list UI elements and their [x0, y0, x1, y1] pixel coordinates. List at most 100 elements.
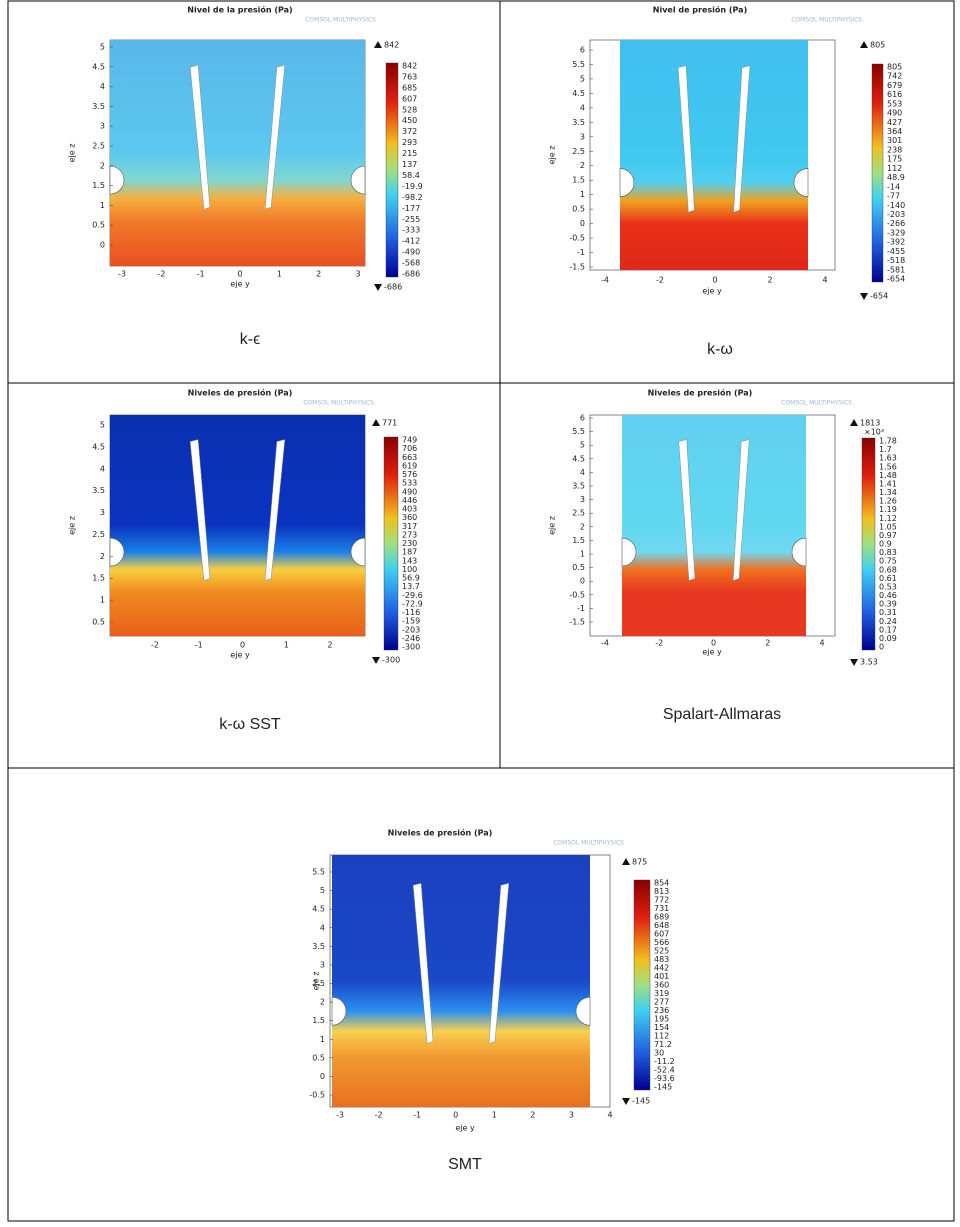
pressure-field	[110, 40, 365, 266]
y-tick-label: 4.5	[572, 89, 585, 98]
caption: SMT	[448, 1156, 482, 1173]
colorbar-label: 238	[887, 145, 902, 154]
colorbar-label: -77	[887, 192, 900, 201]
y-tick-label: 5.5	[572, 60, 585, 69]
min-value: -145	[632, 1097, 650, 1106]
colorbar-label: 112	[654, 1032, 669, 1041]
colorbar-label: -455	[887, 247, 905, 256]
colorbar-label: 619	[402, 461, 417, 470]
y-tick-label: 1	[100, 596, 105, 605]
blade	[733, 65, 751, 213]
colorbar-label: 490	[402, 487, 417, 496]
x-axis-label: eje y	[702, 287, 722, 296]
y-tick-label: 5	[100, 421, 105, 430]
blade	[678, 439, 696, 581]
colorbar-label: 230	[402, 539, 417, 548]
colorbar-label: 749	[402, 436, 417, 445]
colorbar-label: 1.48	[879, 471, 897, 480]
watermark: COMSOL MULTIPHYSICS	[305, 17, 376, 24]
y-tick-label: 0.5	[312, 1053, 325, 1062]
colorbar-label: 301	[887, 136, 902, 145]
colorbar	[633, 879, 651, 1091]
colorbar-label: -490	[402, 248, 420, 257]
colorbar-label: 490	[887, 109, 902, 118]
colorbar-label: 1.7	[879, 445, 892, 454]
colorbar-label: -392	[887, 238, 905, 247]
y-tick-label: 4	[580, 103, 585, 112]
colorbar-label: 483	[654, 955, 669, 964]
y-tick-label: -0.5	[569, 234, 585, 243]
x-tick-label: 2	[767, 276, 772, 285]
blade	[189, 439, 211, 581]
x-tick-label: 0	[711, 639, 716, 648]
colorbar-label: 1.12	[879, 514, 897, 523]
colorbar-label: 763	[402, 72, 417, 81]
y-tick-label: 3	[100, 508, 105, 517]
y-tick-label: 1.5	[92, 574, 105, 583]
y-tick-label: 2.5	[572, 509, 585, 518]
y-tick-label: 2	[320, 998, 325, 1007]
colorbar-label: -98.2	[402, 193, 423, 202]
colorbar	[871, 63, 884, 283]
colorbar-label: 525	[654, 947, 669, 956]
caption: k-ω	[707, 341, 733, 358]
x-axis-label: eje y	[455, 1124, 475, 1133]
max-value: 771	[382, 419, 397, 428]
colorbar-label: 360	[402, 513, 417, 522]
blade	[189, 64, 211, 210]
pressure-field	[110, 415, 365, 636]
colorbar-label: -140	[887, 201, 905, 210]
x-axis-label: eje y	[702, 648, 722, 657]
colorbar	[383, 436, 399, 651]
y-tick-label: 6	[580, 46, 585, 55]
y-tick-label: 5	[580, 74, 585, 83]
colorbar-label: 450	[402, 116, 417, 125]
y-tick-label: 0	[100, 241, 105, 250]
colorbar-label: 1.26	[879, 497, 897, 506]
watermark: COMSOL MULTIPHYSICS	[781, 400, 852, 407]
cylinder	[619, 168, 635, 197]
x-tick-label: -2	[655, 639, 663, 648]
colorbar-label: 0.17	[879, 625, 897, 634]
colorbar-label: 0.68	[879, 565, 897, 574]
colorbar-label: -246	[402, 634, 420, 643]
blade	[264, 64, 286, 210]
x-tick-label: -1	[195, 641, 203, 650]
watermark: COMSOL MULTIPHYSICS	[791, 17, 862, 24]
y-tick-label: 3.5	[572, 482, 585, 491]
colorbar-label: 1.19	[879, 505, 897, 514]
colorbar-label: 273	[402, 530, 417, 539]
colorbar-label: 13.7	[402, 582, 420, 591]
colorbar-label: 553	[887, 99, 902, 108]
colorbar-label: -52.4	[654, 1066, 675, 1075]
colorbar-label: 364	[887, 127, 902, 136]
y-tick-label: 3.5	[312, 942, 325, 951]
y-tick-label: -1	[577, 604, 585, 613]
y-tick-label: 4	[320, 923, 325, 932]
colorbar-label: 401	[654, 972, 669, 981]
max-marker	[860, 41, 868, 48]
colorbar-label: -203	[402, 625, 420, 634]
max-marker	[374, 41, 382, 48]
colorbar-label: 566	[654, 938, 669, 947]
colorbar-label: 616	[887, 90, 902, 99]
x-tick-label: -3	[118, 270, 126, 279]
y-tick-label: 5.5	[312, 868, 325, 877]
pressure-field	[622, 415, 806, 636]
min-value: -686	[384, 283, 402, 292]
colorbar-label: 0.61	[879, 574, 897, 583]
colorbar-label: -333	[402, 226, 420, 235]
colorbar-label: 648	[654, 921, 669, 930]
caption: k-ϵ	[240, 331, 260, 348]
max-value: 842	[384, 41, 399, 50]
y-tick-label: 0.5	[572, 205, 585, 214]
colorbar-label: 30	[654, 1049, 664, 1058]
colorbar-label: 0.83	[879, 548, 897, 557]
y-tick-label: 4.5	[572, 454, 585, 463]
colorbar-label: -14	[887, 182, 900, 191]
colorbar-label: -93.6	[654, 1074, 675, 1083]
colorbar-label: 731	[654, 904, 669, 913]
x-tick-label: -1	[197, 270, 205, 279]
colorbar-label: 0.97	[879, 531, 897, 540]
